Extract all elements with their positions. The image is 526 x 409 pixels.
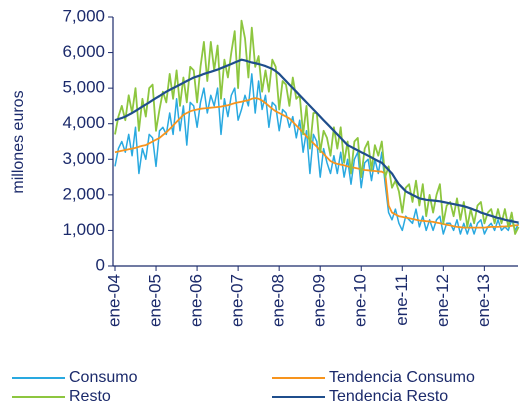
x-tick-label: ene-13 [474, 274, 493, 327]
x-tick-label: ene-08 [269, 274, 288, 327]
y-tick-label: 0 [96, 255, 105, 274]
legend-label: Tendencia Resto [329, 388, 448, 405]
x-tick-label: ene-05 [146, 274, 165, 327]
legend-label: Tendencia Consumo [329, 369, 475, 386]
x-tick-label: ene-09 [310, 274, 329, 327]
y-tick-label: 7,000 [62, 6, 105, 25]
x-tick-label: ene-10 [351, 274, 370, 327]
y-tick-label: 6,000 [62, 42, 105, 61]
legend-label: Resto [69, 388, 111, 405]
x-tick-label: ene-07 [228, 274, 247, 327]
series-line [114, 19, 520, 235]
x-tick-label: ene-04 [104, 274, 123, 327]
legend-label: Consumo [69, 369, 138, 386]
y-tick-label: 3,000 [62, 149, 105, 168]
x-tick-label: ene-06 [187, 274, 206, 327]
y-tick-label: 1,000 [62, 220, 105, 239]
y-tick-label: 5,000 [62, 78, 105, 97]
y-tick-label: 2,000 [62, 184, 105, 203]
x-tick-label: ene-11 [392, 274, 411, 326]
x-tick-label: ene-12 [433, 274, 452, 327]
series-line [114, 58, 519, 224]
series-line [114, 97, 519, 229]
y-axis-label: millones euros [10, 90, 27, 193]
y-tick-label: 4,000 [62, 113, 105, 132]
